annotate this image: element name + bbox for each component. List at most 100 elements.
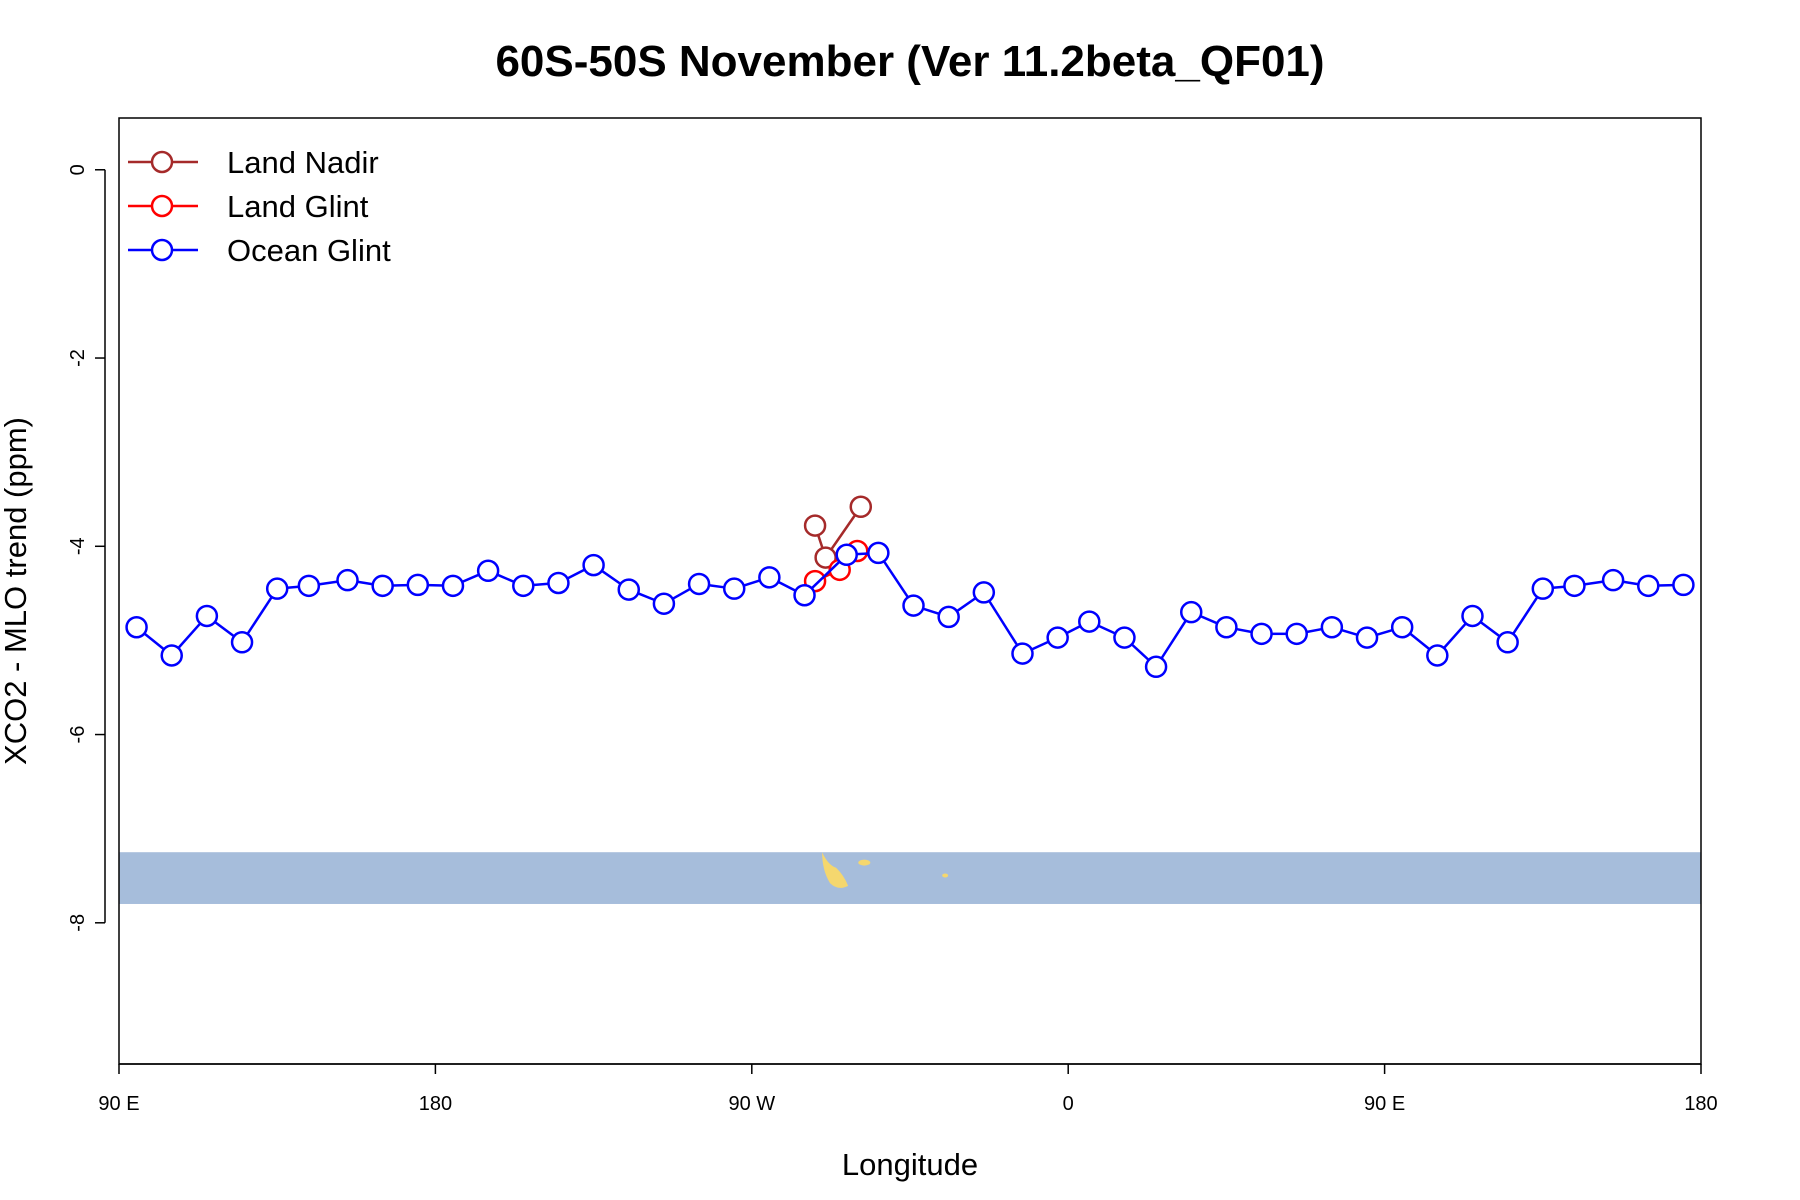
series-line-segment	[1376, 628, 1393, 636]
data-point	[835, 543, 858, 567]
data-point	[867, 541, 890, 565]
series-line-segment	[1409, 632, 1431, 651]
data-point	[652, 592, 676, 615]
series-line-segment	[1552, 585, 1565, 590]
y-tick-label: -2	[67, 349, 89, 367]
data-point	[406, 573, 430, 597]
data-point	[687, 572, 711, 596]
data-point	[1144, 655, 1168, 679]
series-line-segment	[777, 580, 797, 592]
data-point	[195, 604, 219, 628]
data-point	[1461, 604, 1484, 628]
data-point	[1496, 631, 1519, 654]
series-line-segment	[922, 607, 940, 616]
data-point	[722, 577, 746, 600]
legend-item: Ocean Glint	[128, 233, 391, 268]
legend-item: Land Nadir	[128, 145, 379, 180]
series-line-segment	[318, 580, 338, 586]
series-line-segment	[882, 560, 910, 598]
data-point	[814, 546, 837, 569]
series-line-segment	[956, 597, 977, 613]
data-point	[476, 559, 500, 583]
x-axis-label: Longitude	[842, 1147, 978, 1182]
series-line-segment	[1130, 643, 1150, 661]
series-line-segment	[1235, 627, 1252, 634]
series-line-segment	[1341, 628, 1358, 636]
x-tick-label: 90 E	[1364, 1093, 1405, 1115]
series-line-segment	[1306, 627, 1323, 634]
series-line-segment	[601, 569, 622, 585]
data-point	[758, 566, 781, 589]
series-line-segment	[1479, 620, 1501, 638]
series-line-segment	[817, 534, 824, 549]
data-point	[1672, 573, 1695, 597]
data-point	[441, 574, 465, 598]
series-line-segment	[214, 620, 235, 638]
legend-label: Ocean Glint	[227, 233, 391, 268]
data-point	[265, 577, 289, 600]
data-point	[371, 574, 394, 598]
data-point	[1113, 626, 1136, 649]
chart-title: 60S-50S November (Ver 11.2beta_QF01)	[495, 37, 1324, 86]
data-point	[512, 574, 535, 598]
series-line-segment	[1199, 614, 1218, 625]
data-point	[937, 605, 960, 629]
series-land-nadir	[803, 495, 873, 569]
series-line-segment	[357, 580, 373, 586]
data-point	[902, 594, 925, 617]
x-axis: 90 E 180 90 W 0 90 E 180	[98, 1063, 1718, 1115]
series-line-segment	[856, 552, 869, 556]
map-land-tierra-del-fuego	[822, 852, 849, 888]
series-line-segment	[743, 579, 761, 587]
series-layer	[125, 495, 1695, 679]
data-point	[1390, 615, 1414, 639]
y-tick-label: -8	[67, 914, 89, 932]
series-line-segment	[1443, 622, 1467, 649]
data-point	[336, 568, 359, 592]
map-strip	[119, 852, 1701, 904]
series-line-segment	[672, 587, 691, 600]
data-point	[297, 574, 321, 598]
series-line-segment	[810, 560, 841, 590]
data-point	[1046, 626, 1069, 649]
data-point	[1563, 574, 1586, 598]
series-line-segment	[1160, 619, 1187, 660]
series-line-segment	[988, 600, 1019, 646]
data-point	[617, 578, 641, 601]
y-tick-label: -4	[67, 537, 89, 555]
series-line-segment	[143, 632, 165, 651]
series-line-segment	[1622, 580, 1639, 586]
series-line-segment	[246, 596, 273, 635]
series-line-segment	[287, 585, 299, 590]
data-point	[1601, 568, 1625, 592]
data-point	[1285, 622, 1308, 646]
data-point	[1531, 577, 1555, 600]
data-point	[230, 631, 254, 654]
data-point	[1637, 574, 1660, 598]
data-point	[547, 571, 570, 595]
x-tick-label: 90 E	[98, 1093, 139, 1115]
series-line-segment	[708, 584, 725, 589]
data-point	[1355, 626, 1379, 649]
data-point	[849, 495, 873, 519]
data-point	[1078, 610, 1101, 633]
legend-item: Land Glint	[128, 189, 369, 224]
data-point	[125, 615, 148, 639]
series-line-segment	[1066, 624, 1081, 635]
series-line-segment	[1097, 624, 1116, 635]
series-line-segment	[533, 582, 549, 587]
series-line-segment	[1031, 640, 1050, 651]
data-point	[1320, 615, 1344, 639]
series-line-segment	[637, 592, 656, 602]
data-point	[793, 583, 816, 607]
y-tick-label: 0	[67, 164, 89, 175]
data-point	[1250, 622, 1273, 646]
map-land-falklands	[858, 859, 871, 866]
data-point	[803, 514, 827, 537]
map-land-island	[942, 873, 949, 878]
y-tick-label: -6	[67, 726, 89, 744]
x-tick-label: 90 W	[728, 1093, 775, 1115]
series-line-segment	[496, 573, 515, 584]
legend-marker	[150, 194, 174, 218]
